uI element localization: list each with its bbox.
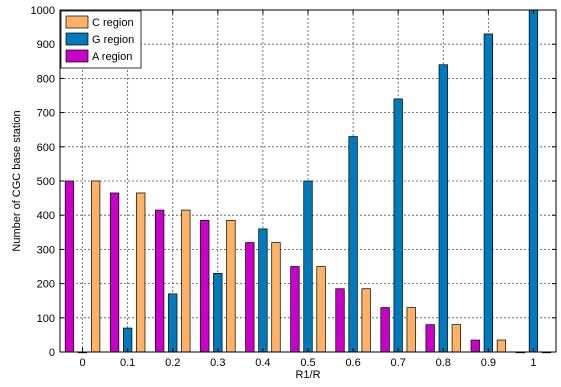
bar-c-region bbox=[226, 219, 236, 353]
bar-a-region bbox=[290, 266, 300, 353]
x-tick-label: 0.8 bbox=[436, 357, 451, 369]
x-tick-label: 0.7 bbox=[391, 357, 406, 369]
legend-swatch bbox=[65, 15, 89, 29]
bar-g-region bbox=[258, 228, 268, 353]
y-tick-label: 700 bbox=[37, 108, 55, 120]
bar-g-region bbox=[483, 33, 493, 353]
y-tick-label: 0 bbox=[49, 347, 55, 359]
x-tick-label: 0.9 bbox=[481, 357, 496, 369]
bar-g-region bbox=[348, 136, 358, 353]
y-tick-label: 1000 bbox=[31, 5, 55, 17]
bar-g-region bbox=[213, 272, 223, 353]
bar-a-region bbox=[425, 324, 435, 353]
y-tick-label: 300 bbox=[37, 244, 55, 256]
y-tick-label: 800 bbox=[37, 73, 55, 85]
bar-c-region bbox=[406, 307, 416, 353]
bar-g-region bbox=[438, 64, 448, 353]
bar-g-region bbox=[393, 98, 403, 353]
bar-a-region bbox=[245, 242, 255, 353]
bar-g-region bbox=[303, 180, 313, 353]
bar-c-region bbox=[136, 192, 146, 353]
bar-c-region bbox=[361, 288, 371, 353]
bar-a-region bbox=[470, 339, 480, 353]
x-tick-label: 0.2 bbox=[165, 357, 180, 369]
x-tick-label: 0.4 bbox=[255, 357, 270, 369]
legend-swatch bbox=[65, 32, 89, 46]
y-tick-label: 500 bbox=[37, 176, 55, 188]
bar-c-region bbox=[181, 209, 191, 353]
legend: C region G region A region bbox=[60, 10, 142, 69]
x-tick-label: 1 bbox=[530, 357, 536, 369]
bar-c-region bbox=[271, 242, 281, 353]
y-tick-label: 100 bbox=[37, 313, 55, 325]
x-tick-label: 0.1 bbox=[120, 357, 135, 369]
bar-a-region bbox=[335, 288, 345, 353]
x-axis-title: R1/R bbox=[295, 369, 320, 381]
y-tick-label: 200 bbox=[37, 279, 55, 291]
x-tick-label: 0.3 bbox=[210, 357, 225, 369]
ticks: 0 100 200 300 400 500 600 700 800 900 1000 0 0.1 0.2 0… bbox=[31, 5, 556, 369]
bar-a-region bbox=[200, 219, 210, 353]
bar-g-region bbox=[528, 9, 539, 353]
bar-c-region bbox=[451, 324, 461, 353]
bar-c-region bbox=[496, 339, 507, 353]
bar-g-region bbox=[168, 293, 178, 353]
legend-label: C region bbox=[92, 17, 134, 29]
y-tick-label: 900 bbox=[37, 39, 55, 51]
y-tick-label: 400 bbox=[37, 210, 55, 222]
x-tick-label: 0 bbox=[79, 357, 85, 369]
bar-a-region bbox=[380, 307, 390, 353]
y-axis-title: Number of CGC base station bbox=[11, 110, 23, 251]
bar-c-region bbox=[316, 266, 326, 353]
legend-label: A region bbox=[92, 51, 132, 63]
legend-label: G region bbox=[92, 34, 134, 46]
x-tick-label: 0.5 bbox=[300, 357, 315, 369]
bar-a-region bbox=[64, 180, 75, 353]
legend-swatch bbox=[65, 49, 89, 63]
x-tick-label: 0.6 bbox=[345, 357, 360, 369]
bar-a-region bbox=[155, 209, 165, 353]
bar-a-region bbox=[109, 192, 120, 353]
y-tick-label: 600 bbox=[37, 142, 55, 154]
bar-c-region bbox=[90, 180, 101, 353]
